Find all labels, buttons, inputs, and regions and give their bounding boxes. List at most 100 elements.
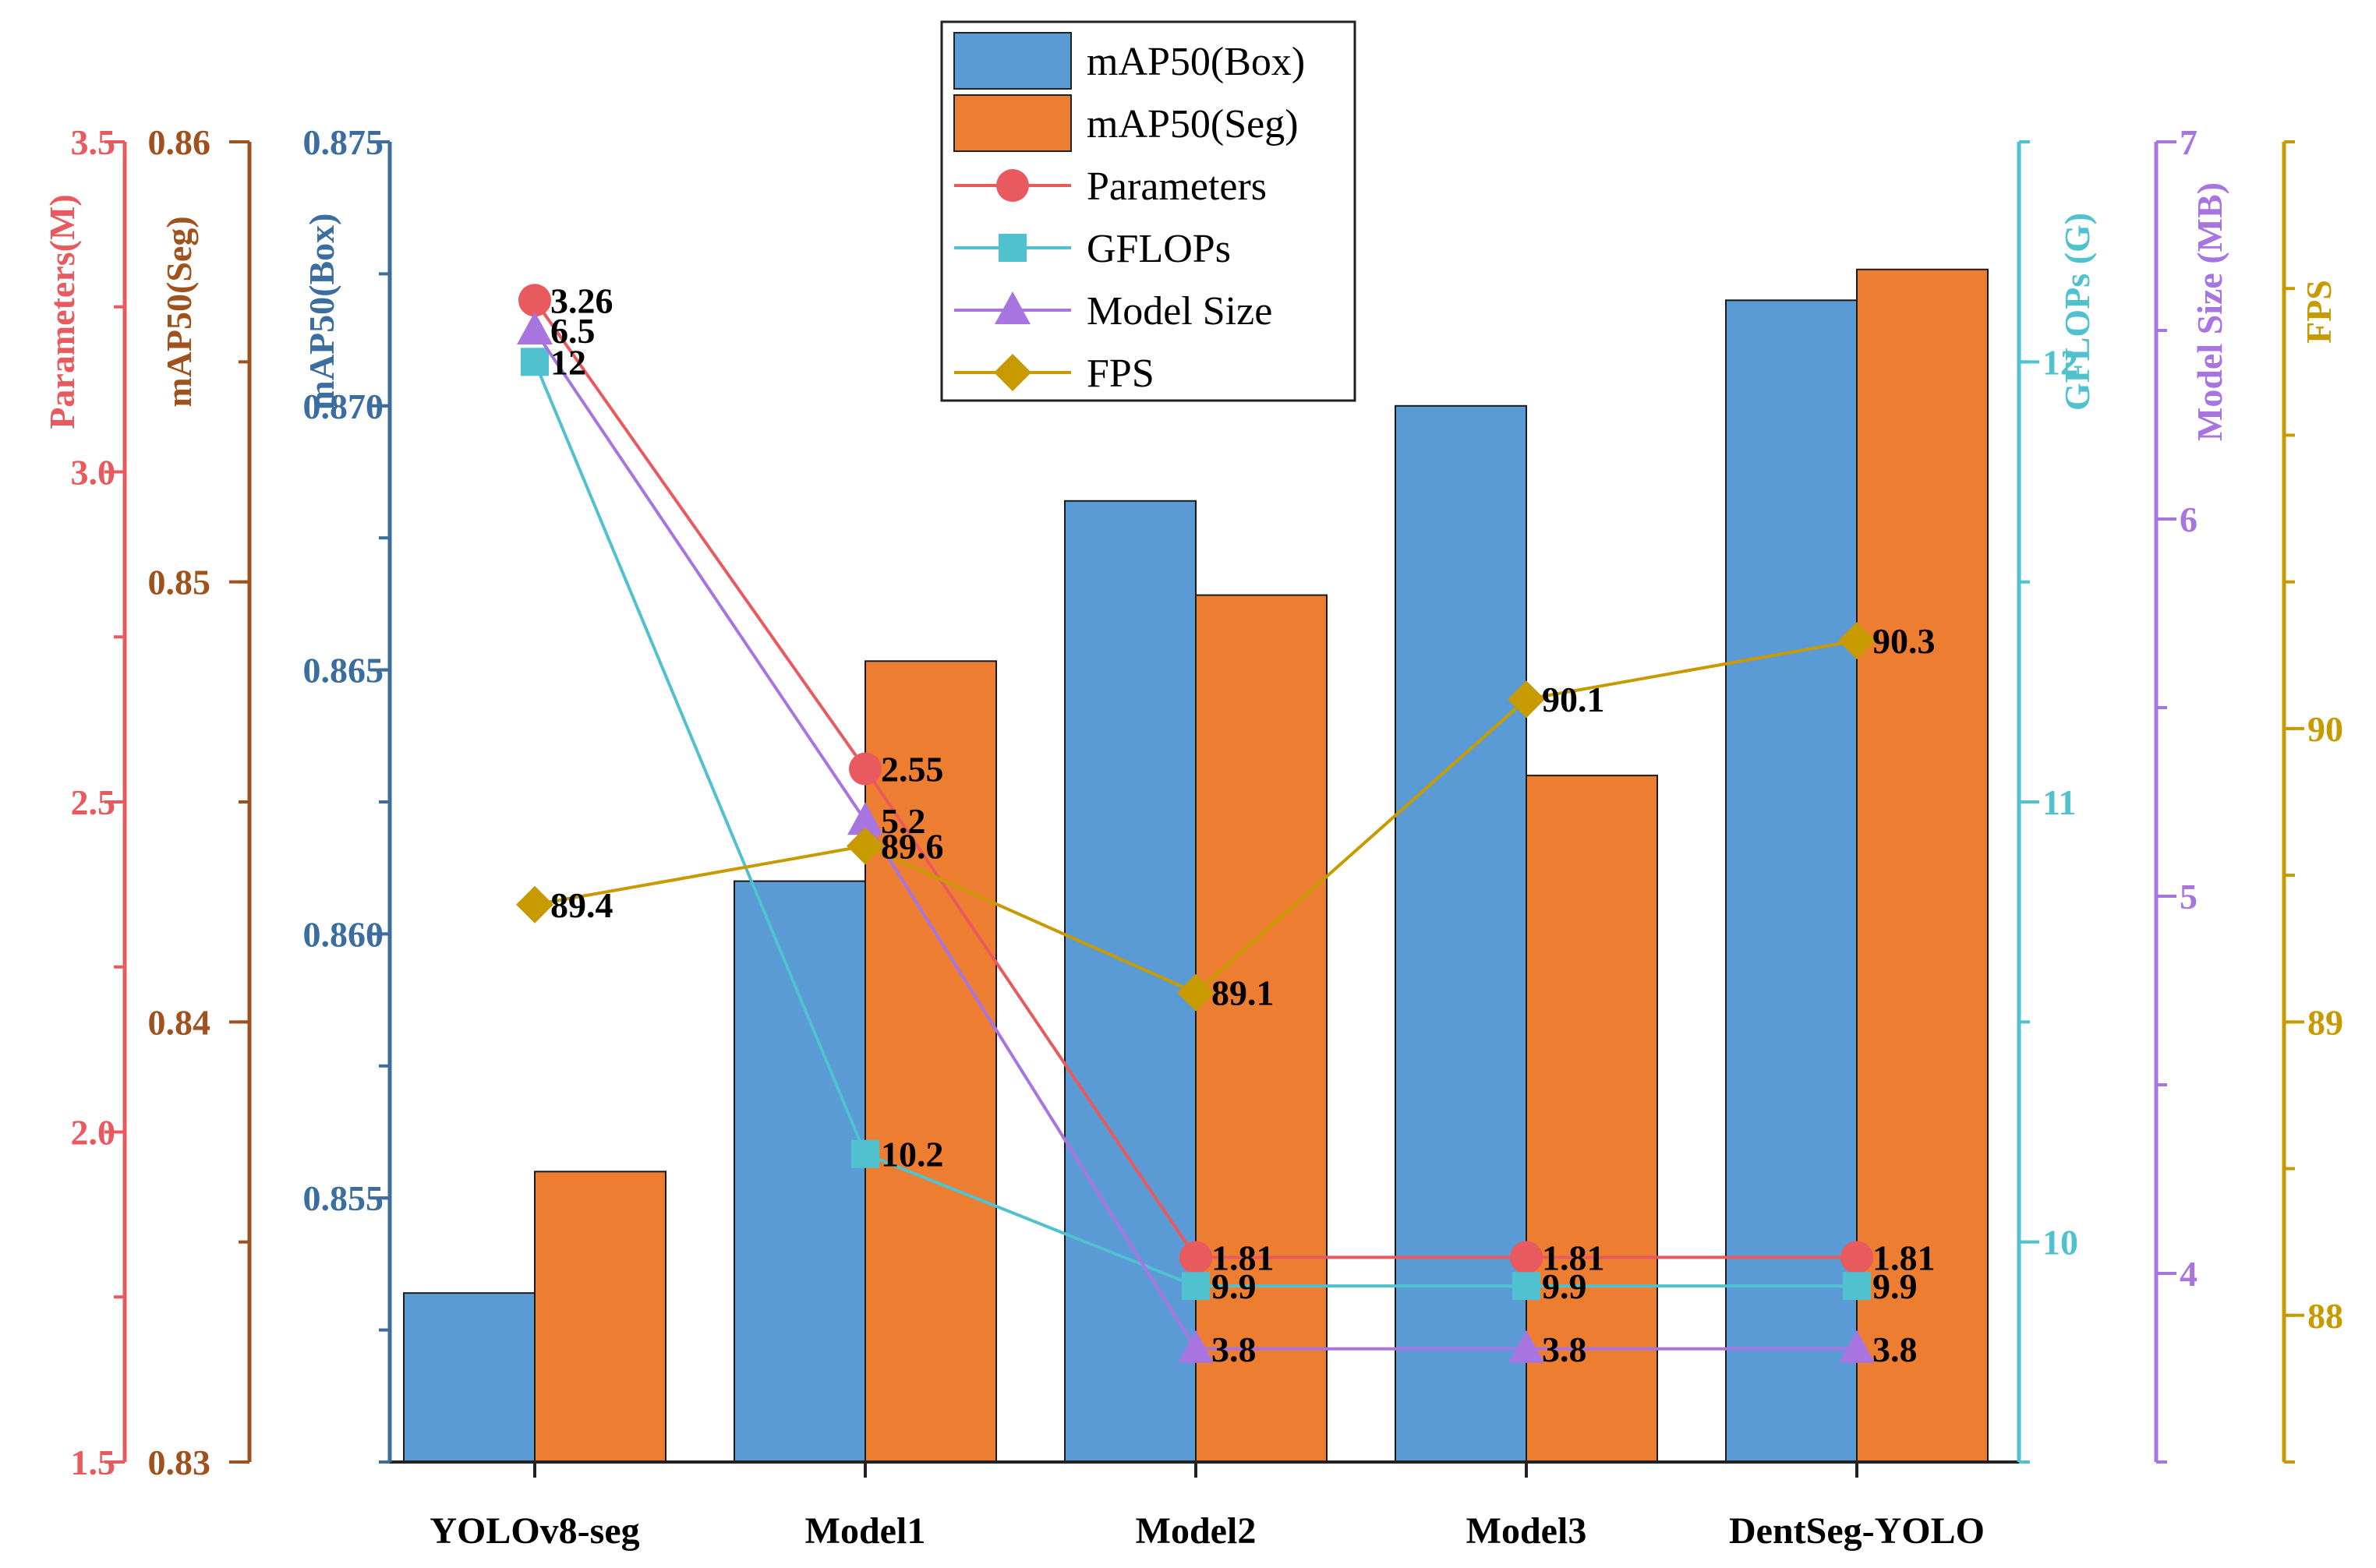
tick-label: 0.860 bbox=[303, 914, 384, 954]
tick-label: 10 bbox=[2042, 1223, 2078, 1263]
point-parameters-2 bbox=[1179, 1241, 1212, 1274]
data-label-gflops-4: 9.9 bbox=[1872, 1266, 1918, 1306]
data-label-model-size-3: 3.8 bbox=[1542, 1330, 1587, 1369]
data-label-model-size-4: 3.8 bbox=[1872, 1330, 1918, 1369]
tick-label: 0.855 bbox=[303, 1178, 384, 1218]
point-model-size-2 bbox=[1178, 1330, 1214, 1363]
bar-map50-seg--4 bbox=[1856, 268, 1989, 1464]
data-label-fps-0: 89.4 bbox=[550, 885, 613, 925]
legend-label-model-size: Model Size bbox=[1087, 289, 1272, 334]
point-parameters-1 bbox=[849, 752, 882, 786]
lines-layer bbox=[516, 284, 1876, 1363]
axis-title-box: mAP50(Box) bbox=[302, 214, 341, 411]
axis-box: 0.855 0.860 0.865 0.870 0.875 mAP50(Box) bbox=[302, 122, 392, 1464]
x-category-label: Model2 bbox=[1136, 1510, 1257, 1552]
legend-marker-model-size bbox=[995, 291, 1031, 324]
data-label-parameters-1: 2.55 bbox=[881, 750, 944, 789]
axis-size: 4 5 6 7 Model Size (MB) bbox=[2154, 122, 2229, 1464]
tick-label: 12 bbox=[2042, 342, 2078, 382]
x-category-label: YOLOv8-seg bbox=[430, 1510, 639, 1552]
tick-label: 0.83 bbox=[148, 1443, 211, 1482]
point-fps-3 bbox=[1508, 680, 1545, 719]
data-label-model-size-1: 5.2 bbox=[881, 801, 926, 841]
data-label-fps-1: 89.6 bbox=[881, 826, 944, 866]
legend: mAP50(Box) mAP50(Seg) Parameters GFLOPs Mode… bbox=[940, 20, 1356, 402]
legend-swatch-map50-box- bbox=[953, 32, 1072, 90]
bar-map50-box--4 bbox=[1725, 299, 1858, 1463]
tick-label: 88 bbox=[2307, 1296, 2343, 1336]
axis-seg: 0.83 0.84 0.85 0.86 mAP50(Seg) bbox=[148, 122, 252, 1482]
bar-map50-box--1 bbox=[734, 880, 866, 1463]
tick-label: 1.5 bbox=[71, 1443, 116, 1482]
data-label-parameters-3: 1.81 bbox=[1542, 1238, 1605, 1277]
data-label-model-size-0: 6.5 bbox=[550, 311, 596, 351]
tick-label: 0.870 bbox=[303, 387, 384, 426]
tick-label: 5 bbox=[2180, 877, 2197, 916]
tick-label: 7 bbox=[2180, 122, 2197, 162]
bar-map50-seg--2 bbox=[1195, 594, 1328, 1463]
tick-label: 0.875 bbox=[303, 122, 384, 162]
point-fps-4 bbox=[1838, 621, 1876, 659]
legend-marker-fps bbox=[994, 354, 1031, 391]
axis-title-fps: FPS bbox=[2299, 280, 2339, 344]
point-gflops-2 bbox=[1182, 1272, 1210, 1301]
point-model-size-4 bbox=[1839, 1330, 1875, 1363]
legend-label-fps: FPS bbox=[1087, 351, 1154, 396]
bar-map50-seg--1 bbox=[864, 660, 997, 1463]
point-gflops-0 bbox=[521, 348, 549, 376]
data-label-gflops-0: 12 bbox=[550, 342, 586, 382]
data-label-fps-3: 90.1 bbox=[1542, 680, 1605, 719]
point-gflops-3 bbox=[1512, 1272, 1540, 1301]
point-gflops-4 bbox=[1843, 1272, 1871, 1301]
bar-map50-box--3 bbox=[1395, 404, 1527, 1463]
axes-layer: YOLOv8-seg Model1 Model2 Model3 DentSeg-YOLO… bbox=[42, 122, 2343, 1552]
legend-label-parameters: Parameters bbox=[1087, 164, 1267, 209]
axis-title-gflops: GFLOPs (G) bbox=[2057, 213, 2097, 411]
axis-title-params: Parameters(M) bbox=[42, 194, 82, 429]
tick-label: 0.84 bbox=[148, 1002, 211, 1042]
tick-label: 4 bbox=[2180, 1254, 2197, 1294]
data-label-gflops-1: 10.2 bbox=[881, 1135, 944, 1174]
x-category-label: Model1 bbox=[805, 1510, 926, 1552]
bar-map50-seg--0 bbox=[534, 1171, 666, 1463]
labels-layer: 3.26 2.55 1.81 1.81 1.81 12 10.2 9.9 9.9 9.9 6.5 5.… bbox=[550, 281, 1936, 1369]
legend-label-gflops: GFLOPs bbox=[1087, 227, 1231, 271]
tick-label: 3.5 bbox=[71, 122, 116, 162]
tick-label: 89 bbox=[2307, 1002, 2343, 1042]
legend-label-map50-seg-: mAP50(Seg) bbox=[1087, 102, 1299, 147]
tick-label: 6 bbox=[2180, 500, 2197, 539]
tick-label: 2.0 bbox=[71, 1113, 116, 1153]
point-gflops-1 bbox=[851, 1139, 879, 1168]
point-model-size-0 bbox=[517, 312, 553, 344]
point-parameters-0 bbox=[518, 284, 551, 317]
x-category-label: DentSeg-YOLO bbox=[1729, 1510, 1985, 1552]
data-label-fps-2: 89.1 bbox=[1211, 973, 1275, 1013]
data-label-model-size-2: 3.8 bbox=[1211, 1330, 1257, 1369]
tick-label: 2.5 bbox=[71, 782, 116, 822]
legend-label-map50-box-: mAP50(Box) bbox=[1087, 40, 1305, 84]
bar-map50-box--0 bbox=[403, 1292, 536, 1463]
data-label-parameters-0: 3.26 bbox=[550, 281, 613, 320]
data-label-gflops-3: 9.9 bbox=[1542, 1266, 1587, 1306]
point-model-size-3 bbox=[1508, 1330, 1544, 1363]
axis-title-seg: mAP50(Seg) bbox=[159, 216, 199, 407]
data-label-fps-4: 90.3 bbox=[1872, 621, 1936, 661]
tick-label: 0.865 bbox=[303, 651, 384, 690]
axis-params: 1.5 2.0 2.5 3.0 3.5 Parameters(M) bbox=[42, 122, 127, 1482]
tick-label: 3.0 bbox=[71, 453, 116, 493]
point-parameters-4 bbox=[1840, 1241, 1873, 1274]
data-label-parameters-4: 1.81 bbox=[1872, 1238, 1936, 1277]
tick-label: 90 bbox=[2307, 709, 2343, 749]
tick-label: 0.86 bbox=[148, 122, 211, 162]
tick-label: 0.85 bbox=[148, 563, 211, 602]
point-model-size-1 bbox=[847, 802, 883, 835]
point-parameters-3 bbox=[1510, 1241, 1543, 1274]
point-fps-1 bbox=[847, 827, 884, 865]
legend-swatch-map50-seg- bbox=[953, 94, 1072, 152]
point-fps-0 bbox=[516, 885, 553, 923]
tick-label: 11 bbox=[2042, 782, 2076, 822]
legend-marker-parameters bbox=[996, 169, 1029, 202]
axis-title-size: Model Size (MB) bbox=[2190, 182, 2229, 441]
